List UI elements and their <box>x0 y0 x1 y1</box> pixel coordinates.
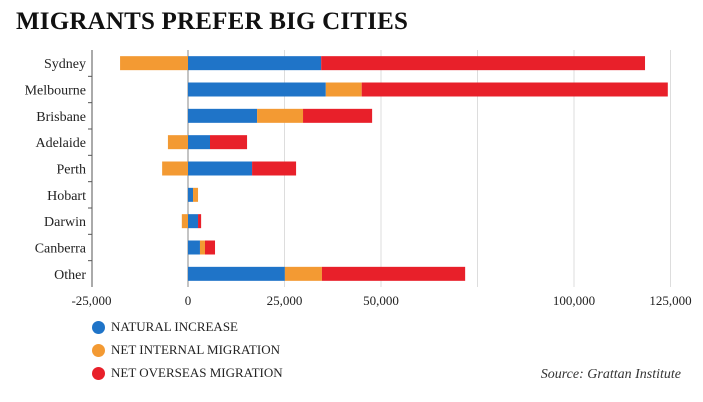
category-label: Darwin <box>44 215 86 230</box>
bar-segment <box>193 187 199 202</box>
legend-label: NET INTERNAL MIGRATION <box>111 342 280 357</box>
bar-segment <box>257 108 304 123</box>
x-tick-label: 25,000 <box>267 293 303 308</box>
bar-segment <box>361 82 668 97</box>
category-label: Perth <box>56 163 86 178</box>
bar-segment <box>199 240 205 255</box>
legend-item-net-overseas-migration: NET OVERSEAS MIGRATION <box>92 365 283 381</box>
bar-segment <box>303 108 373 123</box>
bar-segment <box>188 187 194 202</box>
x-tick-label: 100,000 <box>553 293 595 308</box>
chart-title: MIGRANTS PREFER BIG CITIES <box>16 8 409 35</box>
bar-segment <box>210 135 248 150</box>
bar-segment <box>181 214 188 229</box>
bar-segment <box>188 82 326 97</box>
bar-segment <box>188 135 211 150</box>
bar-segment <box>167 135 188 150</box>
bar-segment <box>325 82 362 97</box>
bar-segment <box>188 240 200 255</box>
bar-segment <box>188 108 258 123</box>
category-label: Other <box>54 268 86 283</box>
category-label: Hobart <box>47 189 86 204</box>
category-label: Adelaide <box>35 136 86 151</box>
bar-segment <box>252 161 297 176</box>
bar-segment <box>188 214 199 229</box>
x-tick-label: 50,000 <box>363 293 399 308</box>
bar-segment <box>284 266 322 281</box>
bar-segment <box>321 56 646 71</box>
bar-segment <box>188 266 285 281</box>
x-tick-label: 0 <box>185 293 192 308</box>
bar-segment <box>204 240 216 255</box>
bar-segment <box>188 161 253 176</box>
category-label: Melbourne <box>25 84 86 99</box>
category-label: Canberra <box>35 242 87 257</box>
bar-segment <box>188 56 322 71</box>
bar-segment <box>321 266 466 281</box>
category-label: Sydney <box>44 57 86 72</box>
legend-swatch <box>92 320 105 334</box>
legend-item-natural-increase: NATURAL INCREASE <box>92 319 238 335</box>
x-tick-label: 125,000 <box>649 293 691 308</box>
bar-segment <box>198 214 202 229</box>
x-tick-label: -25,000 <box>71 293 111 308</box>
legend-item-net-internal-migration: NET INTERNAL MIGRATION <box>92 342 280 358</box>
legend-label: NET OVERSEAS MIGRATION <box>111 365 283 380</box>
category-label: Brisbane <box>36 110 86 125</box>
bar-segment <box>120 56 188 71</box>
legend-swatch <box>92 366 105 380</box>
bar-segment <box>162 161 188 176</box>
legend-swatch <box>92 343 105 357</box>
legend-label: NATURAL INCREASE <box>111 319 238 334</box>
source-note: Source: Grattan Institute <box>540 367 681 382</box>
